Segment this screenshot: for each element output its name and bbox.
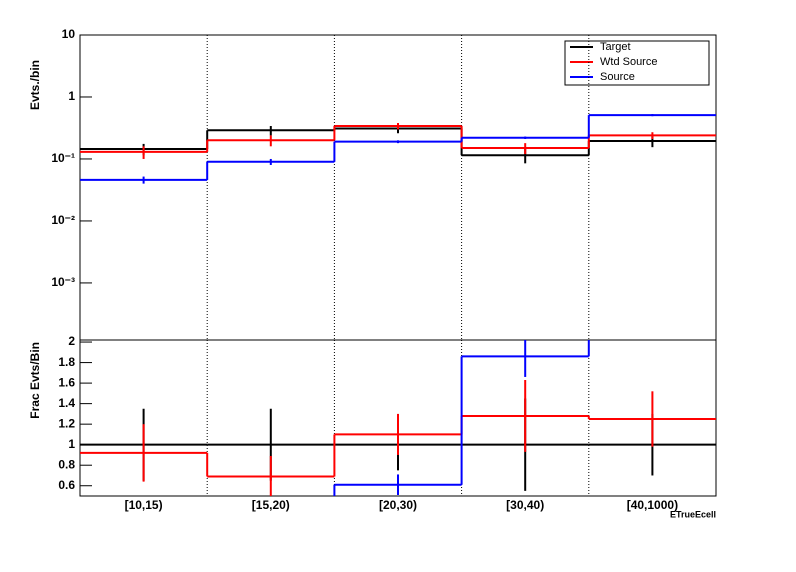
legend-label: Source	[600, 71, 635, 83]
y-tick-label: 1.8	[58, 355, 75, 369]
x-tick-label: [15,20)	[252, 498, 290, 512]
y-axis-label: Evts./bin	[28, 60, 42, 110]
y-tick-label: 10⁻³	[51, 275, 75, 289]
x-axis-label: ETrueEcell	[670, 509, 716, 519]
x-tick-label: [40,1000)	[627, 498, 678, 512]
y-tick-label: 1	[68, 89, 75, 103]
plot-area	[80, 340, 716, 496]
y-tick-label: 10	[62, 27, 76, 41]
legend-label: Wtd Source	[600, 56, 657, 68]
legend: Target Wtd Source Source	[564, 40, 710, 86]
y-axis-label: Frac Evts/Bin	[28, 342, 42, 419]
y-tick-label: 2	[68, 334, 75, 348]
y-tick-label: 0.6	[58, 478, 75, 492]
x-tick-label: [10,15)	[125, 498, 163, 512]
plot-area	[80, 114, 716, 184]
y-tick-label: 1.6	[58, 375, 75, 389]
legend-label: Target	[600, 41, 631, 53]
x-tick-label: [20,30)	[379, 498, 417, 512]
x-tick-label: [30,40)	[506, 498, 544, 512]
y-tick-label: 1.2	[58, 416, 75, 430]
y-tick-label: 1	[68, 437, 75, 451]
y-tick-label: 10⁻¹	[51, 151, 75, 165]
y-tick-label: 0.8	[58, 457, 75, 471]
frame-bottom	[79, 339, 717, 497]
y-tick-label: 1.4	[58, 396, 75, 410]
y-tick-label: 10⁻²	[51, 213, 75, 227]
